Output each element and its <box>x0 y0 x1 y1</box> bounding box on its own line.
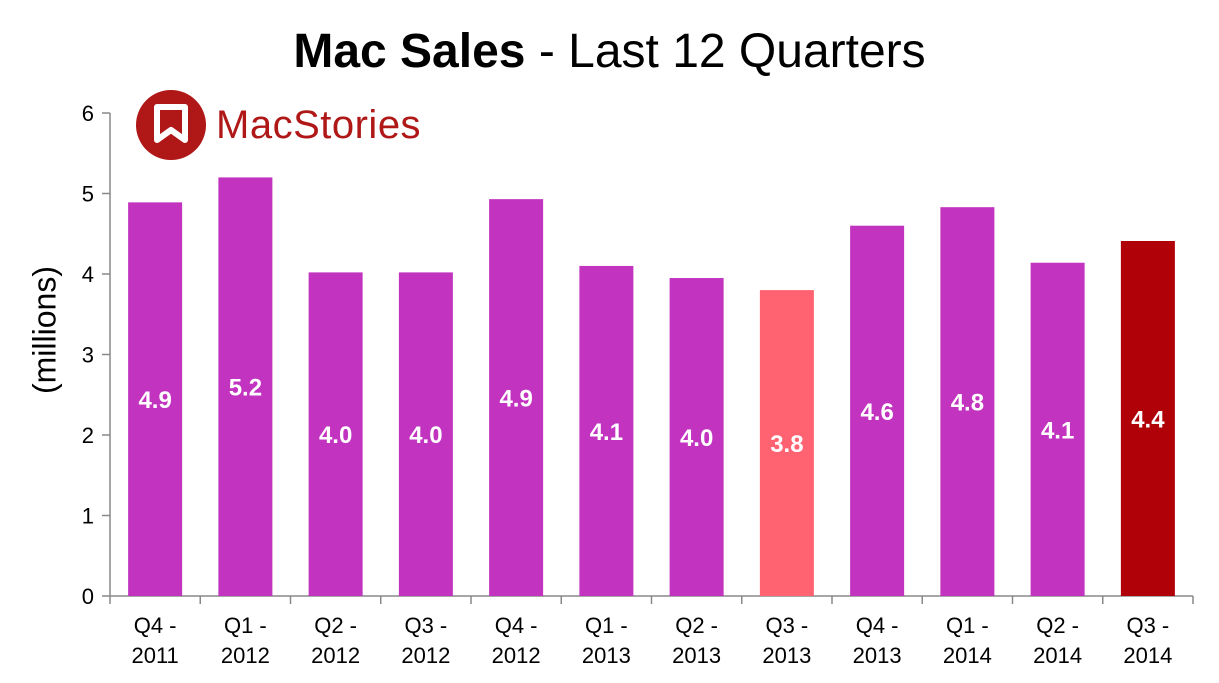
x-tick-label: 2014 <box>1033 643 1082 668</box>
y-tick-label: 6 <box>82 101 94 126</box>
data-label: 4.0 <box>680 425 713 452</box>
x-tick-label: 2012 <box>401 643 450 668</box>
x-tick-label: Q3 - <box>404 613 447 638</box>
x-tick-label: 2013 <box>582 643 631 668</box>
x-tick-label: Q3 - <box>1126 613 1169 638</box>
x-tick-label: Q2 - <box>314 613 357 638</box>
x-tick-label: 2014 <box>943 643 992 668</box>
y-tick-label: 5 <box>82 182 94 207</box>
data-label: 4.9 <box>138 387 171 414</box>
x-tick-label: 2013 <box>672 643 721 668</box>
y-tick-label: 2 <box>82 423 94 448</box>
bar <box>218 177 273 596</box>
bar <box>128 202 183 597</box>
data-label: 4.8 <box>951 390 984 417</box>
x-tick-label: 2012 <box>492 643 541 668</box>
macstories-logo: MacStories <box>136 90 421 160</box>
chart-title: Mac Sales - Last 12 Quarters <box>0 24 1219 79</box>
bar <box>669 278 724 596</box>
x-tick-label: Q1 - <box>224 613 267 638</box>
x-tick-label: 2013 <box>762 643 811 668</box>
y-tick-label: 4 <box>82 262 94 287</box>
x-tick-label: 2012 <box>221 643 270 668</box>
y-tick-label: 1 <box>82 504 94 529</box>
bar <box>1030 262 1085 596</box>
data-label: 4.1 <box>1041 417 1074 444</box>
x-tick-label: 2014 <box>1123 643 1172 668</box>
data-label: 4.0 <box>319 422 352 449</box>
y-tick-label: 3 <box>82 343 94 368</box>
bar <box>489 199 544 596</box>
chart-title-bold: Mac Sales <box>293 25 526 78</box>
bar <box>579 265 634 596</box>
x-tick-label: 2012 <box>311 643 360 668</box>
x-tick-label: Q2 - <box>1036 613 1079 638</box>
bar <box>1120 240 1175 596</box>
bar <box>940 207 995 596</box>
bar <box>308 272 363 596</box>
bar <box>398 272 453 596</box>
data-label: 4.9 <box>499 386 532 413</box>
data-label: 3.8 <box>770 431 803 458</box>
x-tick-label: Q2 - <box>675 613 718 638</box>
x-tick-label: Q1 - <box>946 613 989 638</box>
x-tick-label: Q4 - <box>856 613 899 638</box>
y-tick-label: 0 <box>82 584 94 609</box>
data-label: 4.4 <box>1131 406 1165 433</box>
data-label: 4.6 <box>860 399 893 426</box>
data-label: 5.2 <box>229 375 262 402</box>
x-tick-label: Q3 - <box>765 613 808 638</box>
x-tick-label: Q4 - <box>134 613 177 638</box>
logo-text: MacStories <box>216 102 422 147</box>
x-tick-label: Q4 - <box>495 613 538 638</box>
x-tick-label: 2011 <box>131 643 178 668</box>
data-label: 4.1 <box>590 419 623 446</box>
chart-title-rest: - Last 12 Quarters <box>525 25 926 78</box>
bookmark-icon <box>136 90 206 160</box>
bar <box>759 290 814 596</box>
bar <box>850 225 905 596</box>
x-tick-label: Q1 - <box>585 613 628 638</box>
data-label: 4.0 <box>409 422 442 449</box>
x-tick-label: 2013 <box>853 643 902 668</box>
